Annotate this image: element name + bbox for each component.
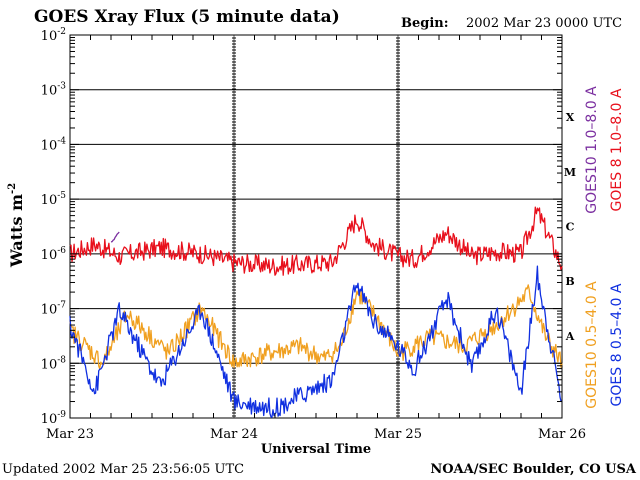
y-axis-label: Watts m-2 [7, 183, 26, 268]
flare-class-a: A [565, 330, 575, 343]
series-line [69, 265, 563, 418]
series-line [69, 284, 563, 370]
y-tick-label: 10-3 [41, 82, 67, 99]
y-tick-label: 10-6 [41, 246, 67, 263]
x-tick-label: Mar 24 [210, 427, 258, 442]
begin-value: 2002 Mar 23 0000 UTC [466, 16, 622, 31]
y-axis: 10-2 10-3 10-4 10-5 10-6 10-7 10-8 10-9 [41, 27, 562, 427]
flare-class-b: B [565, 275, 574, 288]
y-tick-label: 10-5 [41, 191, 67, 208]
legend-label: GOES10 0.5–4.0 A [584, 281, 600, 409]
credit-text: NOAA/SEC Boulder, CO USA [430, 462, 637, 477]
data-series [69, 206, 563, 418]
chart-title: GOES Xray Flux (5 minute data) [34, 7, 340, 27]
y-tick-label: 10-4 [41, 136, 67, 153]
plot-frame [69, 34, 563, 419]
x-tick-label: Mar 25 [374, 427, 422, 442]
legend-label: GOES 8 1.0–8.0 A [609, 88, 625, 211]
x-axis-label: Universal Time [261, 442, 371, 457]
y-tick-label: 10-8 [41, 355, 67, 372]
y-tick-label: 10-2 [41, 27, 66, 44]
flare-class-labels: X M C B A [564, 111, 576, 343]
y-tick-label: 10-9 [41, 410, 67, 427]
flare-class-x: X [566, 111, 575, 124]
x-tick-label: Mar 26 [538, 427, 586, 442]
legend-item: GOES 8 1.0–8.0 A [609, 88, 625, 211]
x-axis: Mar 23 Mar 24 Mar 25 Mar 26 [46, 35, 586, 442]
flare-class-m: M [564, 166, 576, 179]
legend-label: GOES 8 0.5–4.0 A [609, 283, 625, 406]
series-line [110, 231, 120, 243]
plot-border [69, 34, 563, 419]
updated-timestamp: Updated 2002 Mar 25 23:56:05 UTC [2, 462, 244, 477]
legend-label: GOES10 1.0–8.0 A [584, 86, 600, 214]
legend-item: GOES 8 0.5–4.0 A [609, 283, 625, 406]
flare-class-c: C [566, 221, 575, 234]
legend-item: GOES10 1.0–8.0 A [584, 86, 600, 214]
x-tick-label: Mar 23 [46, 427, 94, 442]
legend-item: GOES10 0.5–4.0 A [584, 281, 600, 409]
y-tick-label: 10-7 [41, 301, 67, 318]
begin-label: Begin: [401, 16, 449, 31]
legend: GOES10 1.0–8.0 A GOES 8 1.0–8.0 A GOES10 0… [584, 86, 625, 409]
series-line [69, 206, 563, 276]
